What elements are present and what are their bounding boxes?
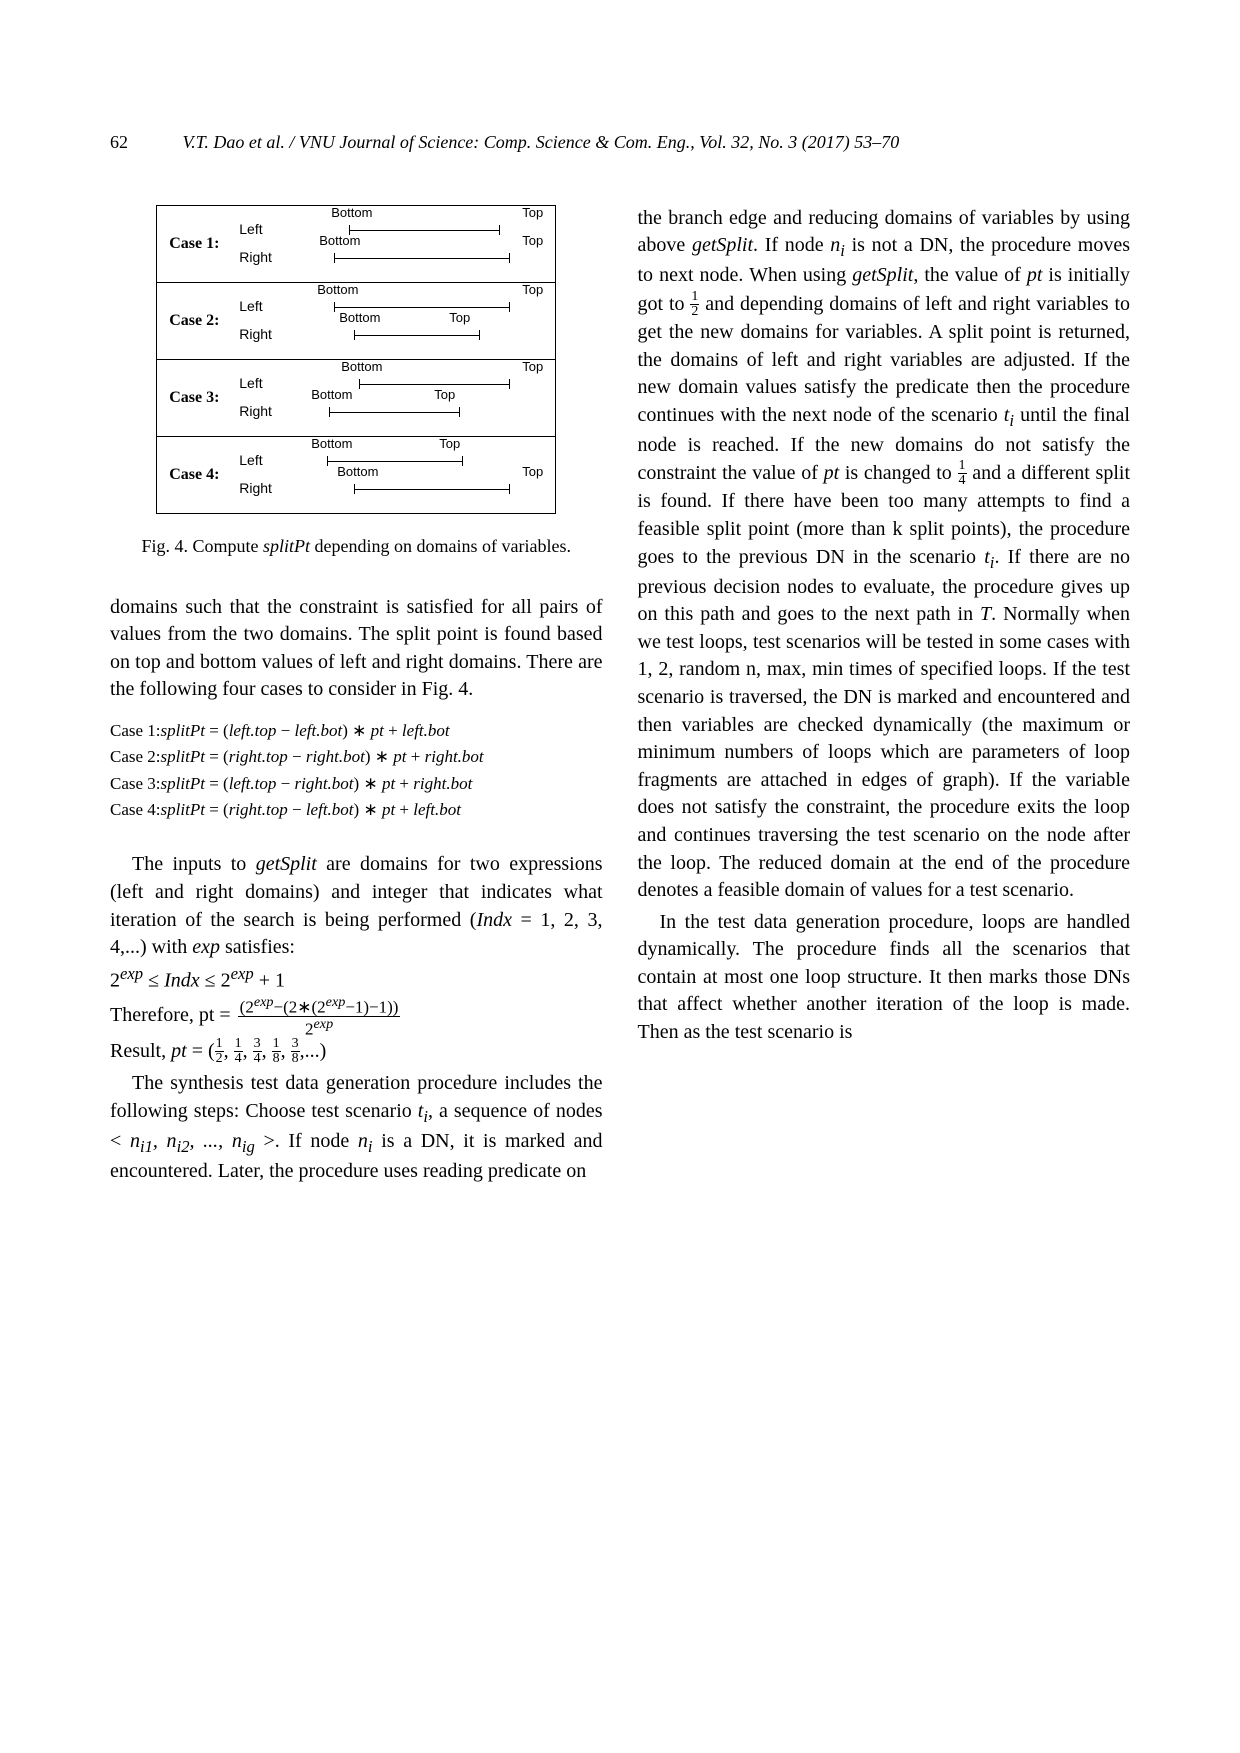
figure-case-1: Case 1: Left Bottom Top Right [157, 206, 555, 283]
case-formula-3: Case 3:splitPt = (left.top − right.bot) … [110, 771, 603, 797]
caption-prefix: Fig. 4. Compute [142, 536, 264, 556]
case-label: Case 4: [169, 464, 229, 486]
side-left: Left [239, 297, 279, 316]
therefore-line: Therefore, pt = (2exp−(2∗(2exp−1)−1))2ex… [110, 995, 603, 1037]
case-diagram: Left Bottom Top Right Bottom [239, 216, 543, 272]
left-para-1: domains such that the constraint is sati… [110, 594, 603, 704]
caption-italic: splitPt [263, 536, 310, 556]
side-right: Right [239, 248, 279, 267]
axis-top-label: Top [449, 309, 470, 327]
axis-top-label: Top [522, 281, 543, 299]
running-head-text: V.T. Dao et al. / VNU Journal of Science… [183, 132, 900, 152]
axis-top-label: Top [434, 386, 455, 404]
left-para-3: The synthesis test data generation proce… [110, 1070, 603, 1185]
axis-bottom-label: Bottom [331, 204, 372, 222]
side-left: Left [239, 220, 279, 239]
case-label: Case 2: [169, 310, 229, 332]
left-column: Case 1: Left Bottom Top Right [110, 205, 603, 1186]
axis-top-label: Top [522, 358, 543, 376]
side-left: Left [239, 374, 279, 393]
case-diagram: Left Bottom Top Right Bottom [239, 370, 543, 426]
figure-case-4: Case 4: Left Bottom Top Right [157, 437, 555, 513]
left-para-2: The inputs to getSplit are domains for t… [110, 851, 603, 961]
axis-bottom-label: Bottom [341, 358, 382, 376]
right-column: the branch edge and reducing domains of … [638, 205, 1131, 1186]
cases-formulas: Case 1:splitPt = (left.top − left.bot) ∗… [110, 718, 603, 823]
figure-caption: Fig. 4. Compute splitPt depending on dom… [110, 534, 603, 559]
axis-bottom-label: Bottom [317, 281, 358, 299]
axis-top-label: Top [439, 435, 460, 453]
case-diagram: Left Bottom Top Right Bottom [239, 447, 543, 503]
caption-suffix: depending on domains of variables. [310, 536, 571, 556]
result-line: Result, pt = (12, 14, 34, 18, 38,...) [110, 1037, 603, 1066]
side-right: Right [239, 402, 279, 421]
case-diagram: Left Bottom Top Right Bottom [239, 293, 543, 349]
case-formula-1: Case 1:splitPt = (left.top − left.bot) ∗… [110, 718, 603, 744]
axis-top-label: Top [522, 232, 543, 250]
right-para-2: In the test data generation procedure, l… [638, 909, 1131, 1047]
side-left: Left [239, 451, 279, 470]
axis-bottom-label: Bottom [337, 463, 378, 481]
figure-case-3: Case 3: Left Bottom Top Right [157, 360, 555, 437]
running-header: 62 V.T. Dao et al. / VNU Journal of Scie… [110, 130, 1130, 155]
side-right: Right [239, 479, 279, 498]
case-label: Case 3: [169, 387, 229, 409]
case-formula-4: Case 4:splitPt = (right.top − left.bot) … [110, 797, 603, 823]
page-number: 62 [110, 130, 128, 155]
axis-bottom-label: Bottom [319, 232, 360, 250]
figure-4-box: Case 1: Left Bottom Top Right [156, 205, 556, 514]
axis-top-label: Top [522, 463, 543, 481]
case-formula-2: Case 2:splitPt = (right.top − right.bot)… [110, 744, 603, 770]
side-right: Right [239, 325, 279, 344]
right-para-1: the branch edge and reducing domains of … [638, 205, 1131, 905]
axis-bottom-label: Bottom [311, 386, 352, 404]
axis-bottom-label: Bottom [339, 309, 380, 327]
axis-bottom-label: Bottom [311, 435, 352, 453]
figure-case-2: Case 2: Left Bottom Top Right [157, 283, 555, 360]
case-label: Case 1: [169, 233, 229, 255]
axis-top-label: Top [522, 204, 543, 222]
inequality-line: 2exp ≤ Indx ≤ 2exp + 1 [110, 962, 603, 995]
two-column-layout: Case 1: Left Bottom Top Right [110, 205, 1130, 1186]
